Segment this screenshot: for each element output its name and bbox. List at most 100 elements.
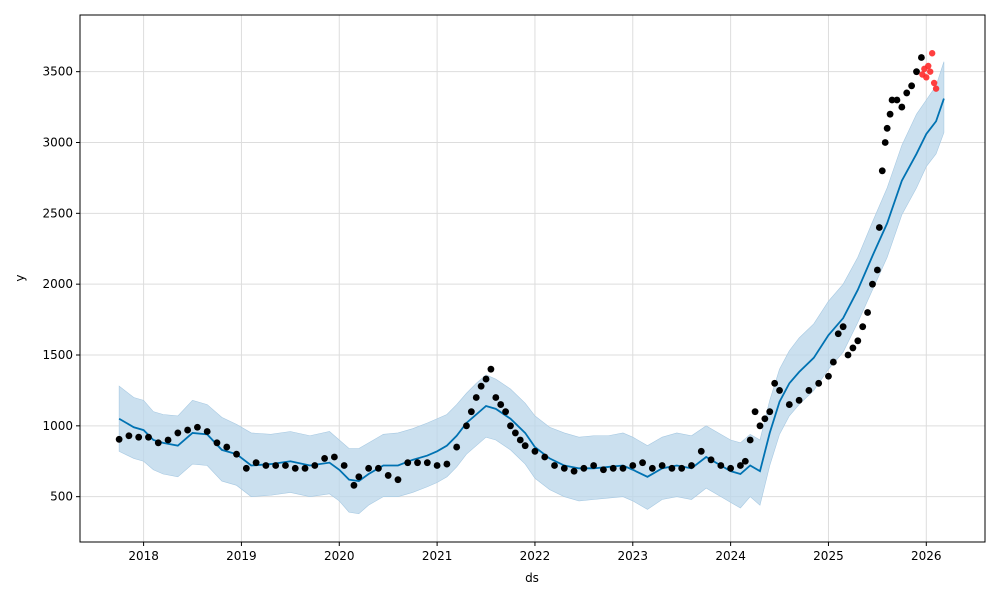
observed-point xyxy=(350,481,358,489)
observed-point xyxy=(678,464,686,472)
observed-point xyxy=(849,344,857,352)
observed-point xyxy=(492,394,500,401)
observed-point xyxy=(453,443,461,451)
observed-point xyxy=(541,453,549,461)
observed-point xyxy=(590,462,598,469)
uncertainty-band-group xyxy=(118,61,945,514)
observed-point xyxy=(560,464,568,472)
y-tick-label: 1000 xyxy=(42,419,73,433)
observed-point xyxy=(477,382,485,390)
observed-points-group xyxy=(115,54,925,489)
y-tick-label: 3000 xyxy=(42,136,73,150)
holdout-point xyxy=(923,74,930,81)
plot-frame xyxy=(79,14,986,543)
observed-point xyxy=(384,472,392,479)
observed-point xyxy=(233,450,240,458)
observed-point xyxy=(746,436,754,444)
observed-point xyxy=(291,464,299,472)
y-tick-label: 2500 xyxy=(42,206,73,220)
observed-point xyxy=(751,408,759,416)
observed-point xyxy=(194,423,201,431)
observed-point xyxy=(355,473,363,481)
holdout-point xyxy=(927,68,934,75)
observed-point xyxy=(394,476,402,484)
x-tick-label: 2018 xyxy=(128,549,159,563)
observed-point xyxy=(203,428,211,435)
observed-point xyxy=(135,433,143,441)
observed-point xyxy=(903,89,911,97)
observed-point xyxy=(282,462,289,469)
observed-point xyxy=(262,462,270,469)
observed-point xyxy=(213,439,221,447)
holdout-point xyxy=(925,62,932,70)
observed-point xyxy=(658,462,666,469)
observed-point xyxy=(580,464,588,472)
x-tick-label: 2024 xyxy=(715,549,746,563)
observed-point xyxy=(330,453,338,461)
y-tick-label: 1500 xyxy=(42,348,73,362)
observed-point xyxy=(174,429,182,437)
observed-point xyxy=(727,464,735,472)
observed-point xyxy=(375,464,382,472)
observed-point xyxy=(570,467,578,475)
x-tick-label: 2020 xyxy=(324,549,355,563)
x-tick-label: 2026 xyxy=(911,549,942,563)
observed-point xyxy=(511,429,519,437)
x-axis-label: ds xyxy=(525,571,539,585)
y-tick-label: 500 xyxy=(50,490,73,504)
observed-point xyxy=(321,455,328,462)
observed-point xyxy=(766,408,774,416)
observed-point xyxy=(776,387,783,394)
observed-point xyxy=(913,68,920,76)
observed-point xyxy=(223,443,231,451)
observed-point xyxy=(433,462,441,469)
observed-point xyxy=(164,436,172,444)
observed-point xyxy=(507,422,514,430)
x-tick-label: 2023 xyxy=(618,549,649,563)
observed-point xyxy=(497,401,505,408)
holdout-point xyxy=(930,79,938,87)
observed-point xyxy=(125,432,133,440)
observed-point xyxy=(301,464,309,472)
observed-point xyxy=(785,401,793,408)
holdout-point xyxy=(932,85,940,92)
observed-point xyxy=(854,337,862,345)
observed-point xyxy=(423,459,431,467)
observed-point xyxy=(756,422,764,430)
observed-point xyxy=(443,460,451,468)
x-tick-label: 2025 xyxy=(813,549,844,563)
observed-point xyxy=(898,103,906,111)
observed-point xyxy=(184,426,192,434)
observed-point xyxy=(893,96,901,104)
observed-point xyxy=(463,422,470,430)
observed-point xyxy=(467,408,475,416)
observed-point xyxy=(883,124,891,132)
x-tick-label: 2019 xyxy=(226,549,257,563)
observed-point xyxy=(864,309,871,316)
observed-point xyxy=(502,408,509,416)
y-tick-label: 2000 xyxy=(42,277,73,291)
observed-point xyxy=(365,464,373,472)
observed-point xyxy=(521,442,529,450)
observed-point xyxy=(154,439,162,447)
observed-point xyxy=(551,462,558,469)
observed-point xyxy=(717,462,725,469)
observed-point xyxy=(252,459,260,467)
observed-point xyxy=(825,372,832,380)
observed-point xyxy=(741,457,749,465)
observed-point xyxy=(888,96,896,104)
observed-point xyxy=(761,415,769,423)
observed-point xyxy=(404,459,412,467)
observed-point xyxy=(145,433,152,441)
observed-point xyxy=(487,365,495,373)
observed-point xyxy=(242,464,250,472)
observed-point xyxy=(272,462,280,469)
observed-point xyxy=(516,436,524,444)
observed-point xyxy=(648,464,656,472)
observed-point xyxy=(609,464,617,472)
observed-point xyxy=(311,462,319,469)
observed-point xyxy=(531,447,539,455)
observed-point xyxy=(815,379,823,387)
y-axis-ticks: 500 1000 1500 2000 2500 3000 3500 xyxy=(42,65,80,504)
observed-point xyxy=(918,54,925,61)
